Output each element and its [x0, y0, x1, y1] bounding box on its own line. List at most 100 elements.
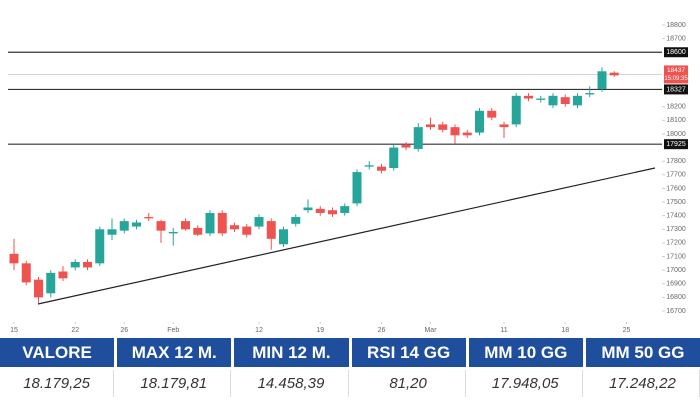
y-tick-label: 18100: [666, 117, 686, 124]
y-tick-label: 17300: [666, 226, 686, 233]
table-value: 17.248,22: [586, 370, 700, 397]
table-header: MM 10 GG: [468, 338, 583, 367]
candle-body: [21, 263, 31, 283]
table-header: RSI 14 GG: [351, 338, 466, 367]
table-header: MM 50 GG: [585, 338, 700, 367]
candle-body: [536, 98, 546, 100]
candle-body: [377, 166, 386, 171]
x-tick-label: 15: [10, 327, 18, 334]
table-header: MIN 12 M.: [234, 338, 349, 367]
candle-body: [303, 207, 313, 211]
x-tick-label: 11: [500, 327, 507, 334]
candle-body: [217, 212, 227, 234]
price-tag: [664, 65, 688, 84]
candle-body: [475, 110, 484, 133]
candle-body: [70, 261, 80, 268]
table-value: 81,20: [352, 370, 466, 397]
y-tick-label: 17700: [666, 172, 686, 179]
candle-body: [119, 221, 129, 231]
candle-body: [132, 222, 141, 227]
table-value: 18.179,25: [0, 370, 115, 397]
x-tick-label: 22: [71, 327, 79, 334]
header-row: VALORE MAX 12 M. MIN 12 M. RSI 14 GG MM 10 G…: [0, 338, 700, 367]
y-tick-label: 18200: [666, 104, 686, 111]
y-tick-label: 17500: [666, 199, 686, 206]
price-time: 15:09:35: [664, 76, 688, 82]
last-price: 18437: [667, 67, 685, 74]
x-tick-label: 12: [255, 327, 263, 334]
candle-body: [585, 93, 595, 95]
level-tag: [664, 47, 688, 58]
y-tick-label: 17200: [666, 240, 686, 247]
candle-body: [560, 97, 570, 104]
x-tick-label: 18: [561, 327, 569, 334]
level-tag: [664, 139, 688, 150]
candle-body: [156, 221, 166, 231]
x-tick-label: 19: [316, 327, 324, 334]
y-tick-label: 17100: [666, 253, 686, 260]
candle-body: [58, 271, 68, 279]
x-tick-label: Mar: [424, 327, 437, 334]
candle-body: [254, 217, 264, 227]
candle-body: [168, 232, 178, 234]
candle-body: [487, 110, 497, 118]
y-tick-label: 17000: [666, 267, 686, 274]
candle-body: [34, 279, 43, 298]
candle-body: [266, 221, 276, 239]
trend-line: [37, 167, 656, 305]
candle-body: [279, 229, 288, 245]
candle-body: [499, 124, 509, 128]
candle-body: [597, 71, 607, 90]
candle-body: [315, 208, 325, 213]
candle-body: [46, 272, 56, 294]
table-header: VALORE: [0, 338, 115, 367]
candle-body: [524, 95, 533, 99]
y-tick-label: 17800: [666, 158, 686, 165]
y-tick-label: 16800: [666, 294, 686, 301]
y-tick-label: 17600: [666, 185, 686, 192]
candle-body: [230, 225, 239, 230]
y-tick-label: 17400: [666, 213, 686, 220]
table-header: MAX 12 M.: [117, 338, 232, 367]
candle-body: [205, 212, 215, 234]
candle-body: [364, 165, 374, 167]
x-tick-label: Feb: [167, 327, 179, 334]
level-tag: [664, 84, 688, 95]
candle-body: [193, 227, 203, 235]
x-tick-label: 25: [623, 327, 631, 334]
table-value: 18.179,81: [117, 370, 232, 397]
candle-body: [95, 229, 105, 264]
table-value: 17.948,05: [469, 370, 583, 397]
candle-body: [450, 127, 460, 136]
candle-body: [181, 221, 190, 230]
candle-body: [511, 95, 521, 125]
candle-body: [389, 147, 399, 168]
candle-body: [426, 124, 435, 128]
candle-body: [401, 144, 411, 148]
candle-body: [548, 95, 558, 106]
candle-body: [9, 253, 19, 264]
level-label: 17925: [666, 141, 686, 148]
y-tick-label: 18800: [666, 22, 686, 29]
candle-body: [573, 95, 582, 106]
y-tick-label: 18700: [666, 35, 686, 42]
y-tick-label: 16900: [666, 281, 686, 288]
y-tick-label: 18000: [666, 131, 686, 138]
candle-body: [413, 127, 423, 149]
y-tick-label: 16700: [666, 308, 686, 315]
candle-body: [83, 261, 92, 268]
x-tick-label: 26: [378, 327, 386, 334]
candle-body: [328, 210, 337, 215]
candle-body: [242, 226, 252, 235]
x-tick-label: 26: [120, 327, 128, 334]
stats-table: VALORE MAX 12 M. MIN 12 M. RSI 14 GG MM 10 G…: [0, 338, 700, 400]
table-value: 14.458,39: [234, 370, 349, 397]
candle-body: [352, 172, 362, 204]
value-row: 18.179,25 18.179,81 14.458,39 81,20 17.948,0…: [0, 367, 700, 397]
candle-body: [107, 229, 117, 235]
candle-body: [291, 217, 301, 224]
candle-body: [144, 217, 154, 219]
candle-body: [438, 124, 448, 130]
candle-body: [609, 72, 619, 76]
